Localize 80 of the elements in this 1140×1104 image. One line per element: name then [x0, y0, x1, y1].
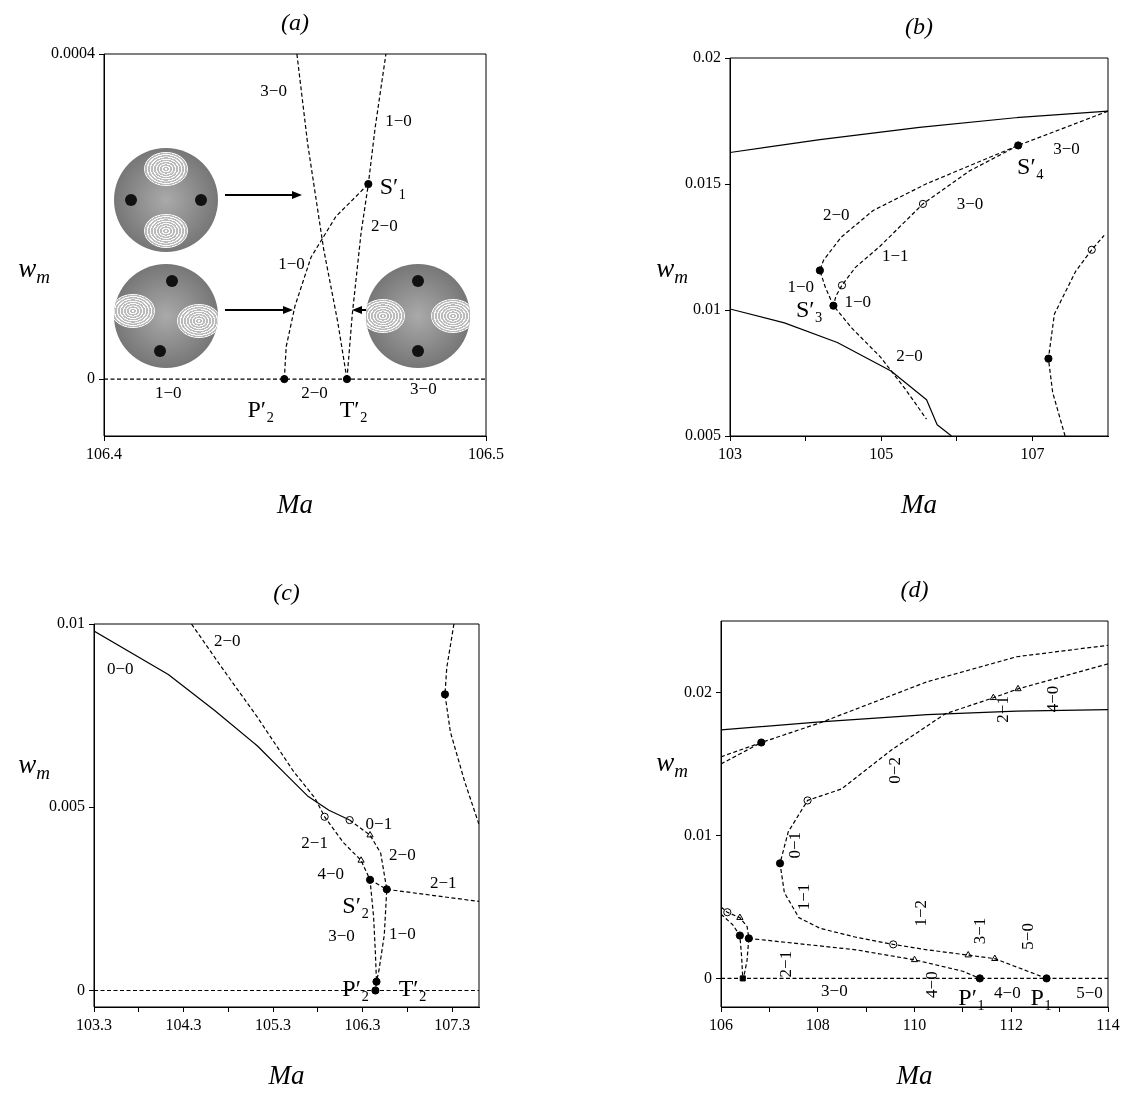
annotation: 3−0 [956, 193, 984, 213]
x-tick-label: 106 [709, 1015, 733, 1033]
x-axis-title: Ma [895, 1060, 933, 1091]
x-tick-label: 104.3 [165, 1015, 202, 1033]
annotation: 2−1 [301, 833, 328, 853]
y-tick-label: 0 [77, 980, 85, 998]
annotation: S′₂ [342, 891, 370, 918]
annotation: 0−0 [106, 658, 134, 678]
annotation: 5−0 [1018, 923, 1038, 950]
y-tick-label: 0.005 [49, 797, 85, 815]
y-tick-label: 0.0004 [51, 44, 95, 62]
x-tick-label: 107.3 [434, 1015, 471, 1033]
annotation: 3−0 [821, 981, 848, 1001]
x-tick-label: 106.4 [86, 444, 122, 462]
annotation: 2−0 [896, 346, 923, 366]
chart-title: (d) [900, 576, 929, 603]
annotation: 1−0 [844, 292, 872, 312]
annotation: S′₁ [379, 172, 407, 199]
y-tick-label: 0 [704, 968, 712, 986]
x-tick-label: 103.3 [76, 1015, 112, 1033]
x-tick-label: 106.3 [344, 1015, 381, 1033]
annotation: 1−1 [881, 246, 909, 266]
y-tick-label: 0.01 [57, 614, 85, 632]
y-tick-label: 0.01 [684, 825, 712, 843]
annotation: 3−1 [970, 917, 990, 945]
annotation: 3−0 [328, 926, 355, 946]
y-tick-label: 0.02 [693, 48, 721, 66]
annotation: 4−0 [1043, 685, 1063, 713]
annotation: P₁ [1030, 984, 1053, 1011]
chart-title: (b) [905, 13, 933, 40]
x-axis-title: Ma [276, 489, 313, 520]
annotation: 2−1 [775, 950, 795, 978]
annotation: 3−0 [260, 81, 287, 101]
annotation: 1−2 [911, 899, 931, 927]
x-tick-label: 105 [869, 444, 894, 462]
annotation: 1−0 [389, 924, 416, 944]
x-tick-label: 112 [999, 1015, 1023, 1033]
x-tick-label: 108 [805, 1015, 830, 1033]
chart-title: (c) [273, 579, 300, 606]
x-tick-label: 107 [1020, 444, 1045, 462]
annotation: 3−0 [1053, 139, 1080, 159]
annotation: 2−1 [429, 872, 457, 892]
annotation: 1−0 [278, 253, 305, 273]
annotation: 1−1 [793, 883, 813, 911]
x-axis-title: Ma [267, 1060, 305, 1091]
annotation: 2−0 [822, 205, 850, 225]
x-tick-label: 103 [718, 444, 742, 462]
y-tick-label: 0.01 [693, 300, 721, 318]
x-axis-title: Ma [900, 489, 937, 520]
x-tick-label: 106.5 [468, 444, 504, 462]
annotation: 2−0 [213, 631, 241, 651]
annotation: 0−2 [884, 757, 904, 784]
annotation: 0−1 [365, 813, 393, 833]
annotation: T′₂ [339, 396, 368, 423]
x-tick-label: 114 [1096, 1015, 1120, 1033]
annotation: 2−0 [301, 382, 328, 402]
annotation: 4−0 [317, 863, 345, 883]
y-tick-label: 0.02 [684, 682, 712, 700]
annotation: 5−0 [1076, 982, 1103, 1002]
annotation: 4−0 [994, 982, 1021, 1002]
annotation: S′₃ [795, 295, 823, 322]
y-tick-label: 0.005 [685, 426, 721, 444]
chart-title: (a) [281, 9, 309, 36]
annotation: 1−0 [385, 110, 412, 130]
annotation: P′₂ [342, 975, 370, 1002]
annotation: 2−1 [993, 696, 1013, 723]
x-tick-label: 110 [902, 1015, 927, 1033]
annotation: 0−1 [784, 831, 804, 859]
annotation: 1−0 [154, 382, 182, 402]
annotation: 2−0 [371, 216, 398, 236]
y-tick-label: 0 [87, 369, 95, 387]
annotation: S′₄ [1017, 153, 1044, 180]
annotation: 2−0 [389, 845, 416, 865]
annotation: P′₂ [247, 396, 275, 423]
annotation: P′₁ [958, 984, 986, 1011]
annotation: T′₂ [398, 975, 427, 1002]
annotation: 3−0 [410, 378, 437, 398]
annotation: 1−0 [787, 276, 814, 296]
y-tick-label: 0.015 [685, 174, 721, 192]
x-tick-label: 105.3 [255, 1015, 292, 1033]
